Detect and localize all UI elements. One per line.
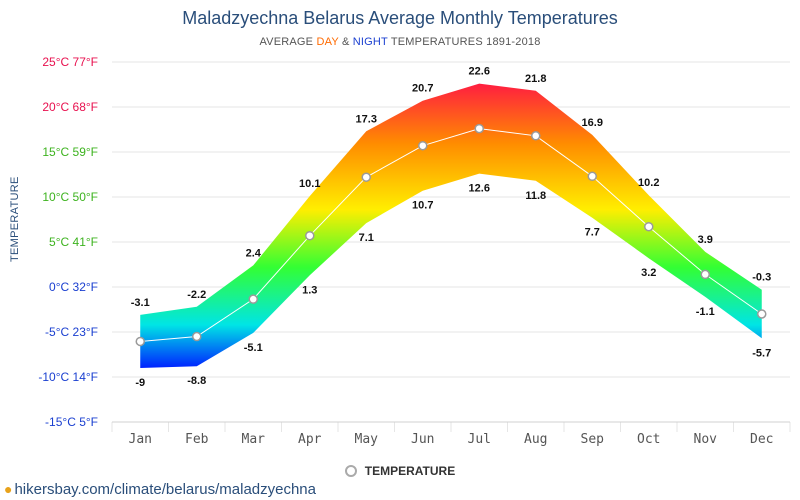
- day-value-label: 10.1: [299, 178, 320, 190]
- temperature-point: [757, 309, 767, 319]
- day-value-label: 21.8: [525, 73, 546, 85]
- legend-marker-icon: [344, 465, 357, 477]
- night-value-label: 7.1: [359, 232, 374, 244]
- day-value-label: 2.4: [246, 247, 262, 259]
- night-value-label: 3.2: [641, 267, 656, 279]
- night-value-label: -5.7: [752, 347, 771, 359]
- night-value-label: 7.7: [585, 227, 600, 239]
- y-axis-ticks: 25°C 77°F 20°C 68°F 15°C 59°F 10°C 50°F 5°C …: [38, 55, 98, 429]
- x-tick-label: Nov: [694, 432, 718, 447]
- x-tick-label: Sep: [581, 432, 605, 447]
- temperature-point: [418, 140, 428, 151]
- x-tick-label: Oct: [637, 432, 660, 447]
- y-tick-label: 5°C 41°F: [49, 235, 98, 249]
- y-tick-label: 0°C 32°F: [49, 280, 98, 294]
- day-value-label: -0.3: [752, 272, 771, 284]
- temperature-point: [587, 171, 597, 182]
- y-tick-label: 20°C 68°F: [42, 100, 98, 114]
- x-tick-label: Jun: [411, 432, 434, 447]
- temperature-point: [644, 221, 654, 232]
- temperature-point: [135, 336, 145, 347]
- x-tick-label: Mar: [242, 432, 266, 447]
- y-tick-label: 10°C 50°F: [42, 190, 98, 204]
- temperature-points: [135, 123, 767, 347]
- temperature-point: [531, 131, 541, 141]
- day-value-label: 17.3: [356, 113, 377, 125]
- temperature-point: [474, 123, 484, 134]
- temperature-point: [305, 230, 315, 241]
- subtitle-amp: &: [338, 36, 353, 48]
- subtitle-day: DAY: [316, 36, 339, 48]
- day-value-label: 3.9: [698, 234, 713, 246]
- subtitle-night: NIGHT: [352, 36, 388, 48]
- x-tick-label: Feb: [185, 432, 209, 447]
- y-tick-label: 25°C 77°F: [42, 55, 98, 69]
- source-link[interactable]: ● hikersbay.com/climate/belarus/maladzyec…: [4, 481, 316, 498]
- temperature-line: [140, 128, 763, 342]
- temperature-point: [700, 269, 710, 280]
- chart-subtitle: AVERAGE DAY & NIGHT TEMPERATURES 1891-20…: [0, 36, 800, 48]
- x-tick-label: May: [355, 432, 379, 447]
- day-value-label: -3.1: [131, 297, 150, 309]
- night-value-label: -9: [135, 377, 145, 389]
- subtitle-suffix: TEMPERATURES 1891-2018: [387, 36, 541, 48]
- day-value-label: 10.2: [638, 177, 659, 189]
- temperature-point: [361, 172, 371, 182]
- map-pin-icon: ●: [4, 481, 13, 497]
- night-value-label: 12.6: [469, 183, 490, 195]
- day-value-label: 22.6: [469, 66, 490, 78]
- x-tick-label: Jul: [468, 432, 491, 447]
- y-tick-label: -15°C 5°F: [45, 415, 98, 429]
- day-value-label: 16.9: [582, 117, 603, 129]
- x-tick-label: Jan: [129, 432, 152, 447]
- x-tick-label: Aug: [524, 432, 547, 447]
- y-tick-label: -5°C 23°F: [45, 325, 98, 339]
- y-tick-label: -10°C 14°F: [38, 370, 98, 384]
- night-value-label: -5.1: [244, 342, 263, 354]
- chart-title: Maladzyechna Belarus Average Monthly Tem…: [182, 8, 618, 28]
- night-value-label: -8.8: [187, 375, 206, 387]
- source-url: hikersbay.com/climate/belarus/maladzyech…: [14, 481, 316, 498]
- night-value-label: 1.3: [302, 284, 317, 296]
- day-night-temperature-band: [140, 83, 762, 368]
- day-value-label: -2.2: [187, 289, 206, 301]
- temperature-point: [192, 331, 202, 342]
- night-value-label: 10.7: [412, 200, 433, 212]
- day-value-label: 20.7: [412, 83, 433, 95]
- x-axis-ticks: Jan Feb Mar Apr May Jun Jul Aug Sep Oct Nov Dec: [129, 432, 774, 447]
- legend[interactable]: TEMPERATURE: [0, 464, 800, 478]
- x-tick-label: Dec: [750, 432, 773, 447]
- legend-label: TEMPERATURE: [364, 464, 456, 478]
- x-tick-label: Apr: [298, 432, 322, 447]
- y-tick-label: 15°C 59°F: [42, 145, 98, 159]
- data-labels: -3.1 -2.2 2.4 10.1 17.3 20.7 22.6 21.8 16.9 10.2 3…: [131, 66, 771, 389]
- night-value-label: 11.8: [525, 190, 546, 202]
- subtitle-prefix: AVERAGE: [259, 36, 317, 48]
- temperature-point: [248, 294, 258, 304]
- night-value-label: -1.1: [696, 306, 715, 318]
